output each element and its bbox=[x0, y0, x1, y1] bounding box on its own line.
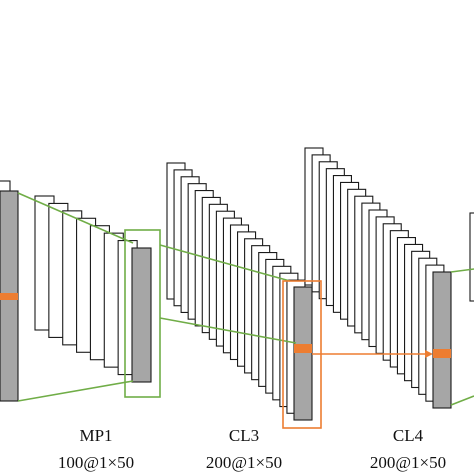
cl3-layer-name: CL3 bbox=[228, 426, 260, 445]
mp1-to-cl3-line-lower bbox=[159, 317, 297, 344]
cl4-feature-map-stack bbox=[304, 147, 452, 409]
cl4-layer-shape: 200@1×50 bbox=[369, 453, 447, 472]
previous-layer-stack bbox=[0, 180, 19, 402]
cl4-to-next-line-upper bbox=[450, 268, 474, 273]
mp1-front-feature-map bbox=[131, 247, 152, 383]
next-layer-stack bbox=[469, 212, 474, 302]
mp1-layer-label: MP1 100@1×50 bbox=[26, 422, 166, 476]
cl3-to-cl4-arrowhead bbox=[425, 350, 433, 358]
cl3-kernel-marker bbox=[294, 344, 312, 353]
cl4-layer-label: CL4 200@1×50 bbox=[338, 422, 474, 476]
connection-lines bbox=[0, 192, 474, 429]
mp1-feature-map-stack bbox=[34, 195, 152, 383]
pooling-projection-line-bottom bbox=[17, 380, 134, 402]
cl4-front-feature-map bbox=[432, 271, 452, 409]
mp1-layer-name: MP1 bbox=[79, 426, 113, 445]
cl3-layer-label: CL3 200@1×50 bbox=[174, 422, 314, 476]
cl3-feature-map-stack bbox=[166, 162, 313, 421]
mp1-layer-shape: 100@1×50 bbox=[57, 453, 135, 472]
cl4-layer-name: CL4 bbox=[392, 426, 424, 445]
pooling-projection-line-top bbox=[17, 192, 134, 244]
cl3-layer-shape: 200@1×50 bbox=[205, 453, 283, 472]
mp1-to-cl3-line-upper bbox=[159, 244, 291, 282]
cl4-to-next-line-lower bbox=[450, 395, 474, 406]
next-layer-feature-map bbox=[469, 212, 474, 302]
cl4-kernel-marker bbox=[433, 349, 451, 358]
mp1-selection-window bbox=[124, 229, 161, 398]
cl3-front-feature-map bbox=[293, 286, 313, 421]
previous-layer-kernel-marker bbox=[0, 293, 18, 300]
